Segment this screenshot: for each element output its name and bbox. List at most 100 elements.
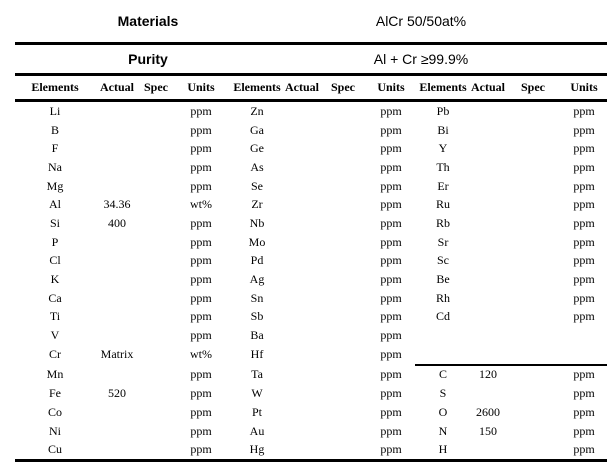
cell (139, 345, 173, 365)
cell: Mo (248, 234, 266, 249)
cell (471, 214, 505, 233)
cell (285, 365, 319, 385)
cell: Ti (49, 309, 61, 324)
cell: ppm (573, 290, 595, 305)
cell: ppm (561, 363, 607, 385)
cell: 520 (108, 386, 126, 401)
cell: ppm (573, 442, 595, 457)
cell (285, 289, 319, 308)
cell (95, 365, 139, 385)
cell: 400 (108, 215, 126, 230)
cell (319, 139, 367, 158)
cell: 34.36 (103, 197, 131, 212)
cell: Na (48, 159, 62, 174)
cell: ppm (190, 386, 212, 401)
cell (95, 326, 139, 345)
cell (139, 440, 173, 460)
table-header: Elements Actual Spec Units Elements Actual Spe… (15, 76, 607, 102)
cell (319, 121, 367, 140)
cell: ppm (190, 122, 212, 137)
cell (95, 422, 139, 441)
cell (471, 384, 505, 403)
cell (95, 252, 139, 271)
cell (505, 158, 561, 177)
header-cell: Spec (505, 76, 561, 102)
cell: Cu (47, 442, 62, 457)
cell: ppm (190, 423, 212, 438)
cell (319, 289, 367, 308)
cell (319, 403, 367, 422)
cell (139, 177, 173, 196)
cell (319, 270, 367, 289)
cell (319, 326, 367, 345)
cell: Cl (49, 253, 61, 268)
cell (285, 121, 319, 140)
table-row: Mg ppm Se ppm Er ppm (15, 177, 607, 196)
cell (139, 233, 173, 252)
cell: Sn (250, 290, 264, 305)
cell: Fe (49, 386, 61, 401)
cell: Rb (435, 215, 450, 230)
cell (471, 177, 505, 196)
cell (95, 233, 139, 252)
cell (139, 252, 173, 271)
cell (505, 233, 561, 252)
cell: Au (249, 423, 265, 438)
cell: Y (438, 141, 448, 156)
cell: ppm (573, 178, 595, 193)
cell (471, 440, 505, 460)
cell: P (51, 234, 59, 249)
elements-analysis-table: Elements Actual Spec Units Elements Actual Spe… (15, 76, 607, 462)
cell: Mn (46, 366, 64, 381)
cell: ppm (573, 272, 595, 287)
materials-row: Materials AlCr 50/50at% (15, 0, 607, 45)
cell (471, 308, 505, 327)
table-row: Cl ppm Pd ppm Sc ppm (15, 252, 607, 271)
cell (505, 252, 561, 271)
cell (505, 214, 561, 233)
cell: Ga (250, 122, 264, 137)
cell (319, 101, 367, 121)
cell: Se (251, 178, 263, 193)
cell (505, 121, 561, 140)
cell (285, 345, 319, 365)
cell (505, 177, 561, 196)
cell: Pb (436, 103, 450, 118)
header-cell: Elements (15, 76, 95, 102)
cell (139, 270, 173, 289)
table-row: Na ppm As ppm Th ppm (15, 158, 607, 177)
cell (561, 326, 607, 345)
cell: ppm (190, 141, 212, 156)
cell: ppm (190, 328, 212, 343)
header-cell: Actual (95, 76, 139, 102)
table-row: Co ppm Pt ppm O 2600 ppm (15, 403, 607, 422)
cell: Sb (250, 309, 264, 324)
cell (505, 101, 561, 121)
table-row: Si 400 ppm Nb ppm Rb ppm (15, 214, 607, 233)
cell: ppm (380, 423, 402, 438)
cell (505, 308, 561, 327)
cell (285, 326, 319, 345)
cell (285, 308, 319, 327)
cell (285, 158, 319, 177)
cell (95, 177, 139, 196)
cell: wt% (190, 347, 212, 362)
cell (505, 139, 561, 158)
cell: ppm (573, 423, 595, 438)
cell (95, 403, 139, 422)
cell (319, 177, 367, 196)
purity-value: Al + Cr ≥99.9% (373, 51, 469, 67)
materials-label: Materials (117, 13, 179, 29)
materials-value: AlCr 50/50at% (375, 13, 467, 29)
cell (95, 139, 139, 158)
cell: ppm (380, 272, 402, 287)
cell (471, 270, 505, 289)
cell (505, 363, 561, 385)
cell: Mg (46, 178, 64, 193)
cell (95, 289, 139, 308)
cell (471, 158, 505, 177)
